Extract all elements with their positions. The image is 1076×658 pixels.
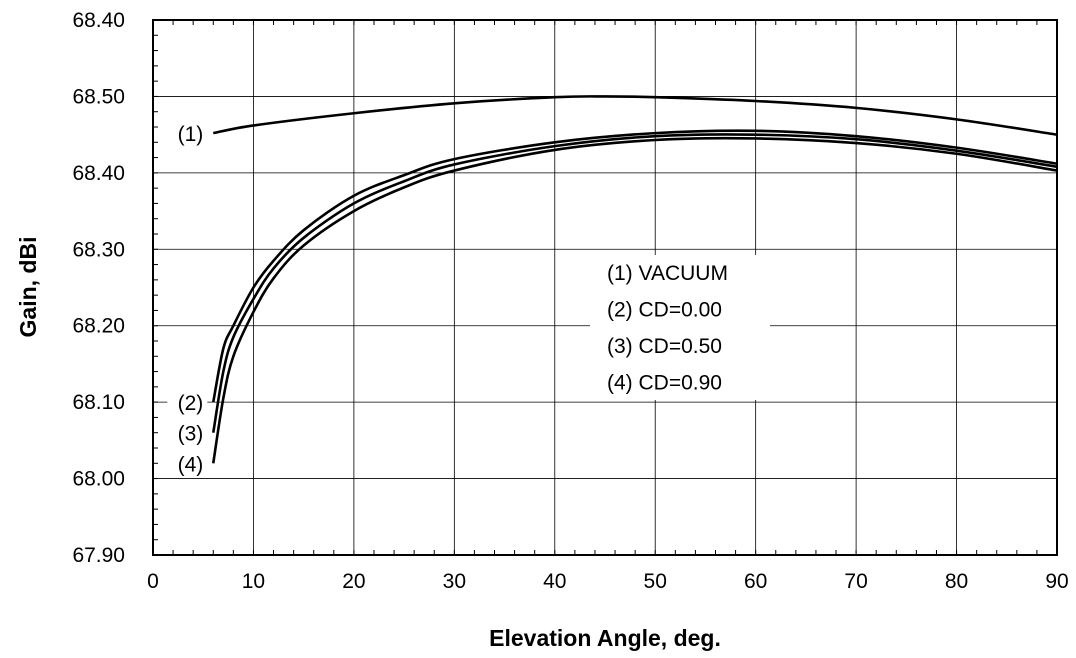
legend-entry: (4) CD=0.90	[607, 372, 722, 395]
curve-label-1: (1)	[178, 123, 204, 146]
x-axis-title: Elevation Angle, deg.	[489, 625, 721, 651]
y-tick-label: 68.00	[72, 468, 125, 491]
y-tick-label: 68.20	[72, 315, 125, 338]
x-tick-label: 30	[443, 570, 466, 593]
y-tick-label: 68.50	[72, 85, 125, 108]
curve-label-3: (3)	[178, 423, 204, 446]
y-tick-label: 68.10	[72, 391, 125, 414]
x-tick-label: 20	[342, 570, 365, 593]
series-line-4	[211, 136, 1058, 464]
tick-labels: 0 10 20 30 40 50 60 70 80 90 67.90 68.00 68.10 68.20 6…	[72, 9, 1068, 593]
y-tick-label: 68.30	[72, 238, 125, 261]
curve-labels: (1) (2) (3) (4)	[167, 119, 208, 476]
curve-label-bg	[167, 119, 208, 146]
legend-entry: (1) VACUUM	[607, 262, 728, 285]
series-line-1	[213, 95, 1058, 136]
x-tick-label: 10	[242, 570, 265, 593]
legend-entry: (2) CD=0.00	[607, 299, 722, 322]
x-tick-label: 40	[543, 570, 566, 593]
x-tick-label: 0	[147, 570, 159, 593]
y-axis-title: Gain, dBi	[15, 237, 41, 338]
y-tick-label: 68.40	[72, 162, 125, 185]
legend: (1) VACUUM (2) CD=0.00 (3) CD=0.50 (4) CD=0…	[590, 255, 770, 400]
legend-entry: (3) CD=0.50	[607, 335, 722, 358]
plot-frame	[152, 19, 1058, 556]
series-line-2	[211, 129, 1058, 403]
x-tick-label: 50	[644, 570, 667, 593]
x-tick-label: 60	[744, 570, 767, 593]
y-tick-label: 68.40	[72, 9, 125, 32]
x-tick-label: 90	[1045, 570, 1068, 593]
curve-label-bg	[167, 449, 208, 476]
series-line-3	[211, 133, 1058, 433]
curve-label-4: (4)	[178, 453, 204, 476]
curve-label-bg	[167, 418, 208, 445]
series-lines	[211, 95, 1058, 464]
curve-label-bg	[167, 388, 208, 415]
curve-label-2: (2)	[178, 392, 204, 415]
y-tick-label: 67.90	[72, 544, 125, 567]
x-tick-label: 70	[844, 570, 867, 593]
x-tick-label: 80	[945, 570, 968, 593]
legend-box	[590, 255, 770, 400]
